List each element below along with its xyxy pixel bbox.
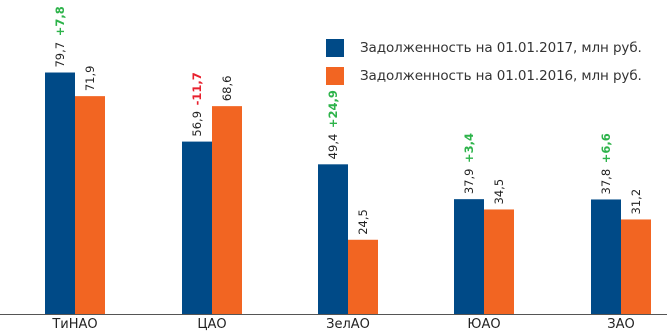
bar-2017-2	[318, 164, 348, 314]
value-label-2017-0: 79,7	[53, 42, 67, 68]
value-label-2017-2: 49,4	[326, 134, 340, 160]
value-label-2016-2: 24,5	[356, 209, 370, 235]
legend-item-2016: Задолженность на 01.01.2016, млн руб.	[326, 65, 666, 87]
category-label-1: ЦАО	[197, 317, 226, 332]
change-label-0: +7,8	[53, 6, 67, 36]
change-label-2: +24,9	[326, 90, 340, 128]
bar-2017-3	[454, 199, 484, 314]
value-label-2016-4: 31,2	[629, 189, 643, 215]
bar-2016-4	[621, 219, 651, 314]
bars-layer	[45, 72, 651, 314]
bar-2016-3	[484, 209, 514, 314]
category-label-2: ЗелАО	[326, 317, 370, 332]
legend-label-2017: Задолженность на 01.01.2017, млн руб.	[360, 40, 642, 56]
bar-2017-1	[182, 141, 212, 314]
change-label-4: +6,6	[599, 133, 613, 163]
value-label-2016-1: 68,6	[220, 76, 234, 102]
value-labels-layer: 79,7 71,9 56,9 68,6 49,4 24,5 37,9 34,5 37,8 31,2	[53, 42, 643, 235]
change-label-3: +3,4	[462, 133, 476, 163]
category-label-4: ЗАО	[607, 317, 634, 332]
change-labels-layer: +7,8 -11,7 +24,9 +3,4 +6,6	[53, 6, 613, 163]
bar-2017-4	[591, 199, 621, 314]
bar-2016-0	[75, 96, 105, 314]
change-label-1: -11,7	[190, 72, 204, 105]
value-label-2016-3: 34,5	[492, 179, 506, 205]
bar-2016-1	[212, 106, 242, 314]
category-label-0: ТиНАО	[51, 317, 97, 332]
bar-2016-2	[348, 239, 378, 314]
value-label-2017-3: 37,9	[462, 169, 476, 195]
legend-swatch-2016	[326, 67, 344, 85]
legend-label-2016: Задолженность на 01.01.2016, млн руб.	[360, 68, 642, 84]
legend-swatch-2017	[326, 39, 344, 57]
bar-2017-0	[45, 72, 75, 314]
value-label-2017-1: 56,9	[190, 111, 204, 137]
value-label-2017-4: 37,8	[599, 169, 613, 195]
category-label-3: ЮАО	[467, 317, 500, 332]
legend: Задолженность на 01.01.2017, млн руб. За…	[326, 37, 666, 93]
legend-item-2017: Задолженность на 01.01.2017, млн руб.	[326, 37, 666, 59]
value-label-2016-0: 71,9	[83, 66, 97, 92]
category-labels-layer: ТиНАО ЦАО ЗелАО ЮАО ЗАО	[51, 317, 634, 332]
